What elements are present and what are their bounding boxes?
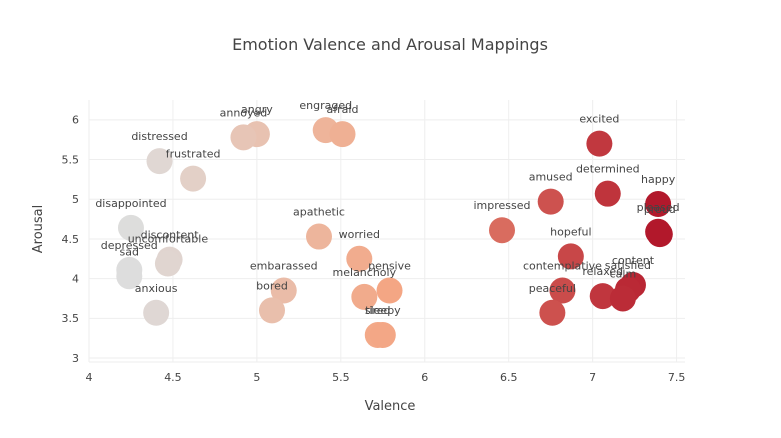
point-label: proud [644,203,676,216]
data-point[interactable] [489,217,516,244]
point-label: determined [576,163,640,176]
data-point[interactable] [270,277,297,304]
y-tick-label: 3.5 [62,312,80,325]
y-tick-label: 4.5 [62,233,80,246]
point-layer [116,117,673,349]
x-tick-label: 5.5 [332,371,350,384]
data-point[interactable] [646,221,673,248]
data-point[interactable] [557,243,584,270]
point-label: bored [256,279,288,292]
data-point[interactable] [609,285,636,312]
point-label: frustrated [166,148,221,161]
point-label: pleased [637,201,680,214]
data-point[interactable] [117,214,144,241]
chart-title: Emotion Valence and Arousal Mappings [232,35,548,54]
data-point[interactable] [116,263,143,290]
point-label: pensive [368,260,411,273]
data-point[interactable] [154,250,181,277]
point-label: relaxed [582,265,623,278]
data-point[interactable] [306,223,333,250]
data-point[interactable] [549,277,576,304]
data-point[interactable] [180,165,207,192]
y-tick-label: 5 [72,193,79,206]
point-label: disappointed [95,197,166,210]
point-label: melancholy [333,266,397,279]
point-label: worried [339,228,380,241]
point-label: distressed [131,130,187,143]
data-point[interactable] [537,188,564,215]
point-label: discontent [141,229,200,242]
point-label: excited [579,113,619,126]
point-label: angry [241,103,273,116]
data-point[interactable] [346,245,373,272]
x-tick-label: 5 [253,371,260,384]
data-point[interactable] [586,130,613,157]
x-tick-label: 4.5 [164,371,182,384]
point-label: depressed [101,239,158,252]
x-tick-label: 4 [86,371,93,384]
x-axis-title: Valence [365,399,416,414]
point-label: calm [610,267,637,280]
point-label: sleepy [365,304,401,317]
point-label: engraged [299,99,352,112]
point-label: amused [529,171,573,184]
point-label: annoyed [220,106,268,119]
y-tick-label: 6 [72,114,79,127]
x-tick-label: 6.5 [500,371,518,384]
x-tick-label: 6 [421,371,428,384]
point-label: afraid [327,103,359,116]
y-axis-title: Arousal [31,205,46,254]
point-label: content [612,254,655,267]
data-point[interactable] [376,277,403,304]
data-point[interactable] [146,148,173,175]
point-label: sad [120,245,139,258]
point-label: satisfied [605,259,651,272]
point-label: anxious [135,282,178,295]
tick-layer: 4 4.5 5 5.5 6 6.5 7 7.5 3 3.5 4 4.5 5 5.5 6 [62,114,686,384]
point-label: hopeful [550,225,591,238]
x-tick-label: 7 [589,371,596,384]
data-point[interactable] [329,121,356,148]
data-point[interactable] [351,283,378,310]
grid-layer [88,100,685,363]
data-point[interactable] [230,124,257,151]
data-point[interactable] [258,297,285,324]
point-label: apathetic [293,206,345,219]
point-label: happy [641,173,676,186]
point-label: impressed [473,199,530,212]
point-label: embarassed [250,260,318,273]
data-point[interactable] [645,191,672,218]
data-point[interactable] [539,299,566,326]
y-tick-label: 5.5 [62,153,80,166]
y-tick-label: 3 [72,352,79,365]
point-label: tired [365,304,390,317]
data-point[interactable] [589,283,616,310]
point-label: uncomfortable [128,233,209,246]
y-tick-label: 4 [72,272,79,285]
point-label: peaceful [529,282,576,295]
data-point[interactable] [594,180,621,207]
x-tick-label: 7.5 [668,371,686,384]
data-point[interactable] [369,322,396,349]
data-point[interactable] [143,299,170,326]
point-label: contemplative [523,260,602,273]
